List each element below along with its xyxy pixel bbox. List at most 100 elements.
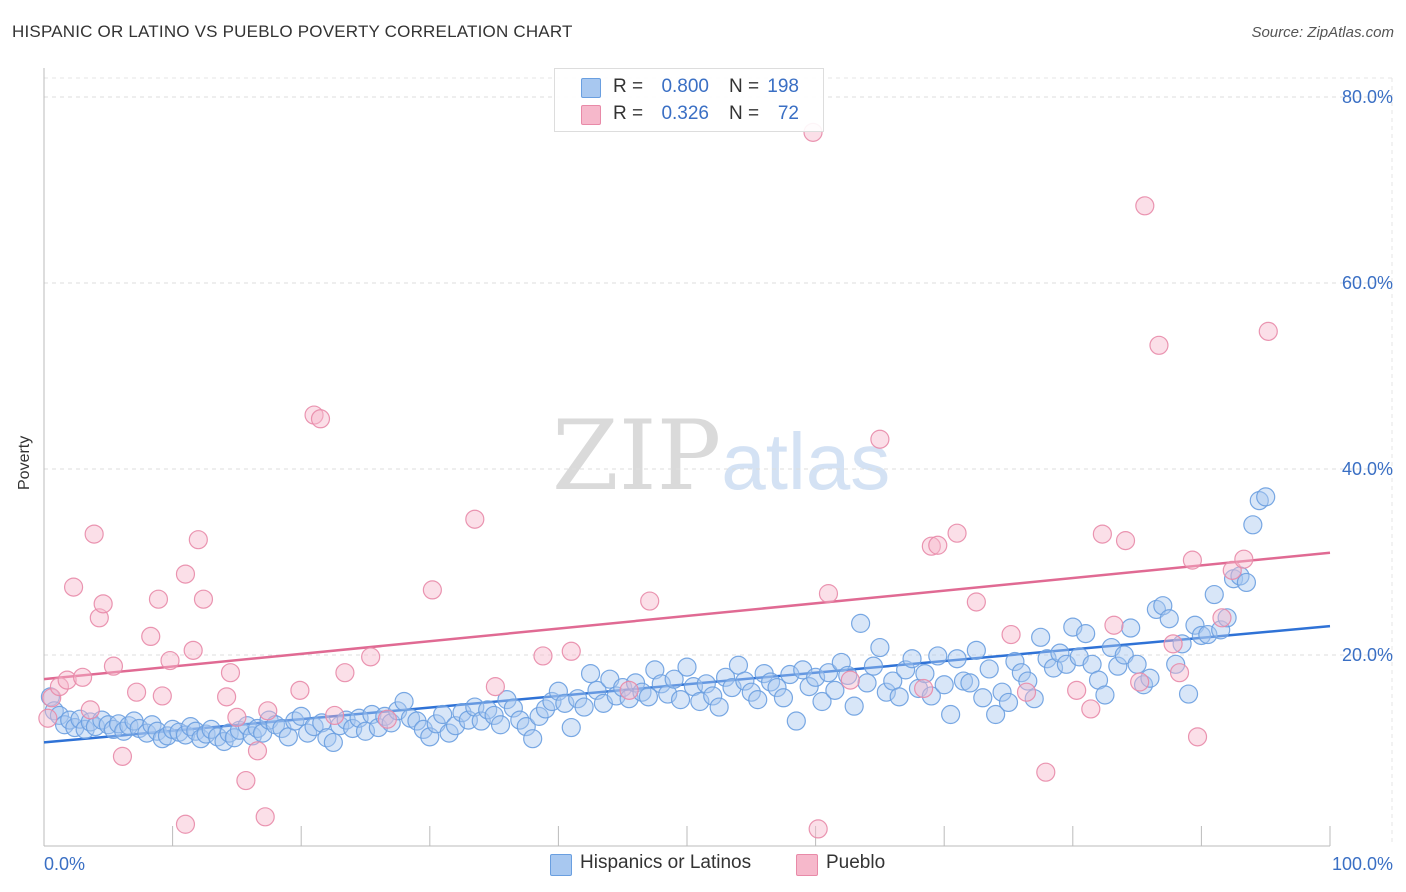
- hispanic-point: [439, 723, 459, 743]
- hispanic-point: [818, 663, 839, 683]
- hispanic-point: [896, 660, 916, 680]
- hispanic-point: [323, 732, 343, 753]
- pueblo-point: [72, 667, 93, 687]
- hispanic-point: [580, 663, 601, 684]
- hispanic-point: [381, 713, 401, 733]
- hispanic-point: [960, 673, 980, 693]
- pueblo-point: [193, 589, 214, 609]
- legend-r-value: 0.326: [661, 103, 709, 124]
- hispanic-point: [986, 704, 1006, 725]
- hispanic-point: [677, 657, 697, 677]
- hispanic-point: [664, 669, 684, 689]
- pueblo-point: [465, 509, 485, 529]
- hispanic-point: [645, 660, 665, 680]
- hispanic-point: [928, 646, 948, 666]
- legend-swatch-pueblo: [581, 105, 601, 125]
- hispanic-point: [1005, 651, 1025, 672]
- legend-row-pueblo: R = 0.326 N = 72: [555, 101, 823, 127]
- hispanic-point: [394, 691, 414, 712]
- correlation-legend: R = 0.800 N = 198 R = 0.326 N = 72: [554, 68, 824, 132]
- hispanic-point: [516, 717, 536, 737]
- hispanic-point: [548, 681, 569, 701]
- pueblo-point: [1222, 560, 1242, 580]
- pueblo-point: [1182, 550, 1202, 570]
- pueblo-point: [377, 709, 397, 729]
- hispanic-trend-line: [43, 624, 1331, 744]
- pueblo-point: [870, 429, 890, 449]
- hispanic-point: [715, 667, 736, 687]
- hispanic-point: [529, 706, 549, 726]
- hispanic-point: [1191, 625, 1212, 646]
- hispanic-point: [876, 682, 896, 702]
- y-tick-label: 20.0%: [1342, 645, 1393, 665]
- hispanic-point: [979, 659, 999, 679]
- pueblo-point: [1258, 321, 1278, 341]
- pueblo-point: [921, 536, 941, 556]
- hispanic-point: [535, 699, 556, 719]
- pueblo-point: [141, 626, 161, 647]
- hispanic-point: [934, 675, 954, 695]
- legend-r-value: 0.800: [661, 76, 709, 97]
- pueblo-point: [38, 708, 58, 728]
- axes: [43, 68, 1331, 847]
- pueblo-point: [422, 580, 442, 600]
- pueblo-point: [640, 591, 660, 611]
- pueblo-point: [361, 647, 381, 667]
- hispanic-point: [1108, 656, 1128, 676]
- hispanic-point: [863, 656, 884, 676]
- pueblo-point: [175, 814, 196, 834]
- hispanic-point: [561, 717, 581, 738]
- pueblo-point: [1169, 663, 1190, 683]
- pueblo-point: [1130, 672, 1150, 692]
- hispanic-point: [902, 649, 922, 669]
- hispanic-point: [1243, 515, 1263, 535]
- pueblo-point: [84, 524, 104, 544]
- hispanic-point: [1031, 627, 1051, 647]
- hispanic-point: [915, 663, 935, 684]
- x-tick-label: 0.0%: [44, 854, 85, 874]
- hispanic-point: [555, 693, 575, 713]
- hispanic-point: [484, 705, 504, 726]
- hispanic-point: [1204, 584, 1224, 605]
- hispanic-point: [49, 705, 70, 726]
- trend-lines: [43, 551, 1331, 744]
- hispanic-point: [1236, 572, 1257, 593]
- pueblo-point: [57, 670, 77, 690]
- hispanic-point: [625, 673, 646, 693]
- legend-swatch-hispanic: [581, 78, 601, 98]
- pueblo-point: [808, 819, 828, 839]
- pueblo-point: [1001, 624, 1021, 645]
- bottom-swatch-pueblo: [796, 854, 818, 876]
- hispanic-point: [1140, 668, 1160, 688]
- pueblo-point: [247, 741, 268, 761]
- pueblo-point: [1149, 335, 1169, 355]
- pueblo-point: [80, 700, 100, 720]
- pueblo-point: [255, 807, 275, 827]
- hispanic-point: [889, 687, 909, 707]
- pueblo-trend-line: [43, 551, 1331, 681]
- legend-n-label: N =: [729, 76, 760, 97]
- pueblo-point: [1016, 682, 1037, 702]
- pueblo-point: [152, 686, 172, 706]
- hispanic-point: [1121, 618, 1141, 638]
- hispanic-point: [490, 715, 511, 735]
- pueblo-point: [1081, 699, 1101, 719]
- pueblo-point: [160, 650, 180, 671]
- hispanic-point: [114, 721, 134, 741]
- hispanic-point: [574, 697, 594, 717]
- pueblo-point: [103, 656, 124, 676]
- hispanic-point: [812, 691, 832, 712]
- hispanic-point: [992, 682, 1012, 702]
- hispanic-point: [825, 680, 845, 700]
- hispanic-point: [1050, 643, 1070, 663]
- pueblo-point: [258, 701, 278, 721]
- pueblo-point: [49, 677, 70, 697]
- pueblo-point: [1104, 615, 1124, 635]
- hispanic-point: [870, 637, 890, 658]
- hispanic-point: [851, 613, 871, 633]
- pueblo-point: [126, 682, 147, 702]
- legend-n-value: 72: [777, 103, 799, 124]
- watermark-zip: ZIP: [552, 400, 722, 512]
- pueblo-point: [1135, 196, 1155, 216]
- data-points: [38, 122, 1278, 839]
